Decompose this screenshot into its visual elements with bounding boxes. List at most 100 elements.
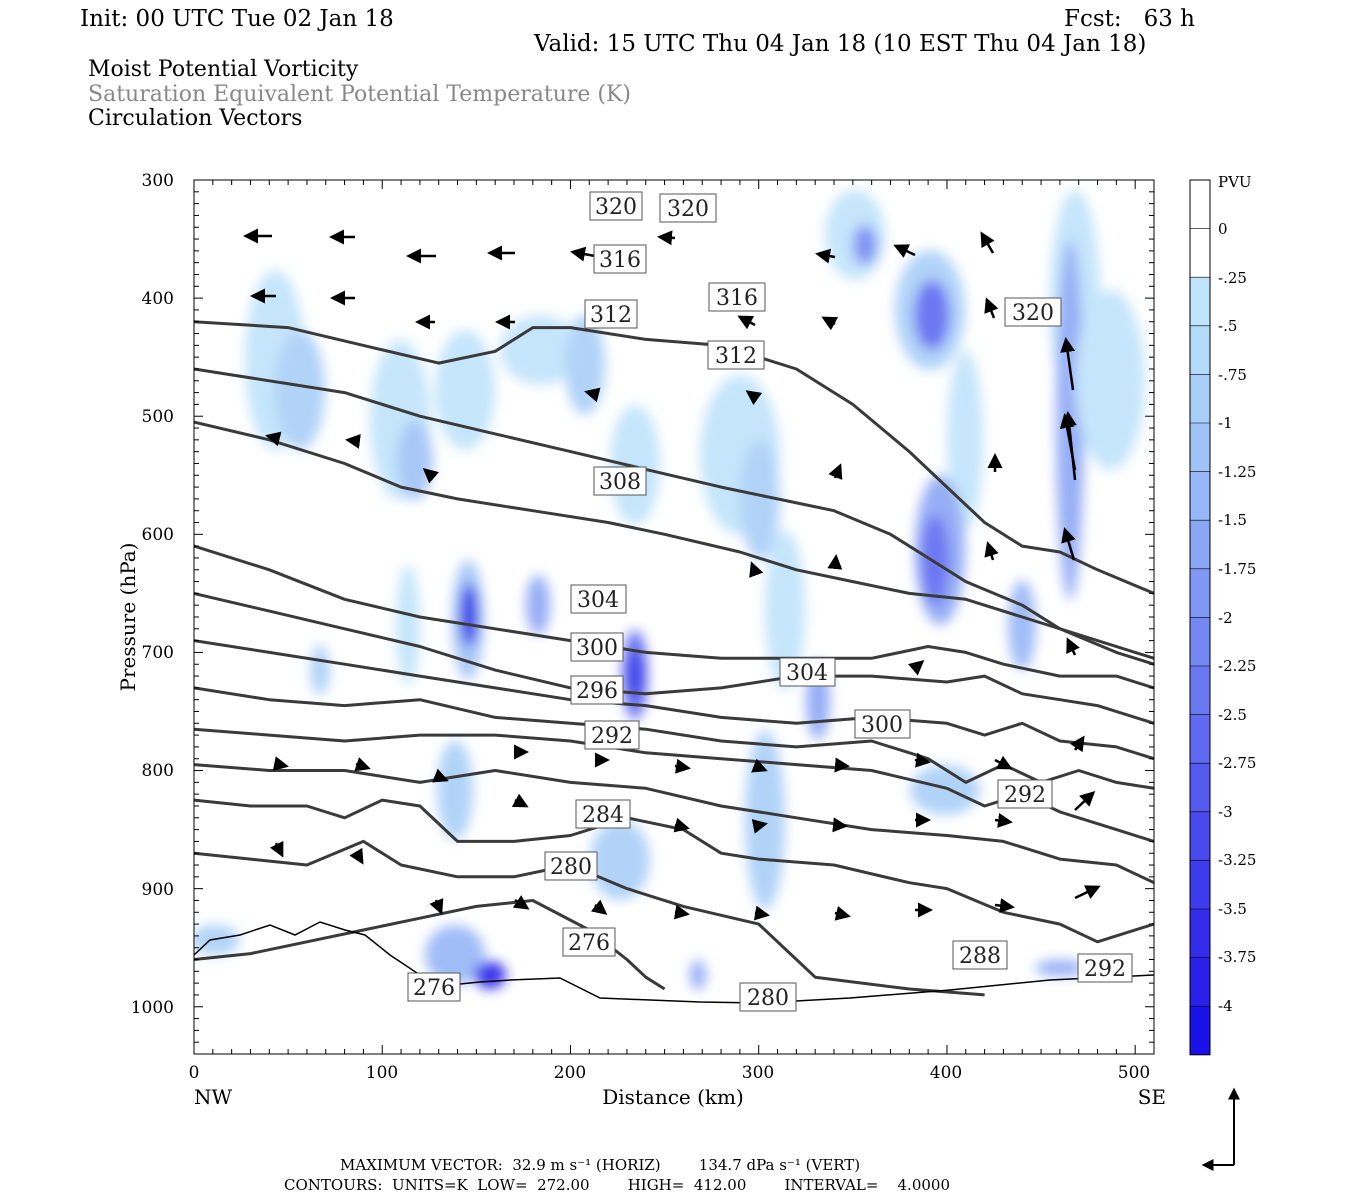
pv-blob bbox=[1075, 290, 1145, 470]
colorbar-label: -.5 bbox=[1218, 317, 1237, 335]
svg-text:276: 276 bbox=[568, 931, 610, 956]
contour-label-300b: 300 bbox=[854, 709, 911, 739]
colorbar-label: -4 bbox=[1218, 997, 1233, 1015]
svg-text:276: 276 bbox=[413, 976, 455, 1001]
title-vectors: Circulation Vectors bbox=[88, 106, 303, 131]
pv-blob bbox=[500, 315, 580, 385]
contour-label-312a: 312 bbox=[584, 299, 638, 329]
colorbar-label: -1.5 bbox=[1218, 511, 1247, 529]
svg-text:320: 320 bbox=[1012, 301, 1054, 326]
colorbar-swatch bbox=[1190, 520, 1210, 569]
vector-arrow bbox=[657, 230, 676, 246]
contour-label-320a: 320 bbox=[589, 191, 643, 221]
y-tick-label: 400 bbox=[142, 289, 174, 309]
vector-arrow bbox=[590, 899, 608, 915]
vector-arrow bbox=[994, 898, 1015, 914]
vector-arrow bbox=[584, 387, 601, 403]
contour-label-276b: 276 bbox=[407, 972, 461, 1002]
colorbar-swatch bbox=[1190, 1006, 1210, 1055]
svg-text:296: 296 bbox=[576, 679, 618, 704]
colorbar-swatch bbox=[1190, 811, 1210, 861]
colorbar-label: -3.5 bbox=[1218, 900, 1247, 918]
vector-arrow bbox=[832, 817, 848, 833]
colorbar-label: -2.5 bbox=[1218, 706, 1247, 724]
vector-arrow bbox=[821, 316, 839, 331]
vector-arrow bbox=[429, 898, 444, 915]
colorbar-label: -3.25 bbox=[1218, 851, 1256, 869]
y-tick-labels: 300 400 500 600 700 800 900 1000 bbox=[131, 171, 174, 1018]
contour-label-284: 284 bbox=[575, 799, 631, 829]
svg-text:312: 312 bbox=[715, 344, 757, 369]
pv-blob bbox=[474, 961, 506, 989]
y-tick-label: 500 bbox=[142, 407, 174, 427]
vector-arrow bbox=[1074, 885, 1101, 900]
vector-arrow bbox=[994, 812, 1013, 828]
svg-text:280: 280 bbox=[747, 986, 789, 1011]
contour-label-320c: 320 bbox=[1004, 297, 1062, 327]
init-time: Init: 00 UTC Tue 02 Jan 18 bbox=[80, 6, 394, 32]
vector-arrow bbox=[272, 756, 289, 772]
vector-arrow bbox=[737, 315, 756, 330]
colorbar-swatch bbox=[1190, 957, 1210, 1007]
vector-arrow bbox=[753, 905, 770, 921]
vector-arrow bbox=[994, 755, 1013, 770]
pv-blob bbox=[1008, 580, 1036, 670]
contour-label-292a: 292 bbox=[584, 720, 640, 750]
colorbar-label: -2.75 bbox=[1218, 754, 1256, 772]
x-tick-label: 0 bbox=[189, 1063, 200, 1083]
theta-es-contours bbox=[194, 320, 1154, 997]
svg-text:288: 288 bbox=[959, 944, 1001, 969]
vector-arrow bbox=[834, 905, 851, 921]
x-tick-label: 100 bbox=[366, 1063, 398, 1083]
colorbar-label: -2.25 bbox=[1218, 657, 1256, 675]
y-tick-label: 700 bbox=[142, 643, 174, 663]
contour-label-316a: 316 bbox=[593, 244, 647, 274]
colorbar-swatch bbox=[1190, 617, 1210, 666]
vector-arrow bbox=[914, 752, 931, 768]
contour-label-320b: 320 bbox=[659, 193, 717, 223]
vector-arrow bbox=[1061, 527, 1076, 561]
contour-label-276: 276 bbox=[562, 927, 616, 957]
forecast-hour: Fcst: 63 h bbox=[1064, 6, 1195, 32]
axis-ticks bbox=[193, 179, 1155, 1055]
colorbar-swatch bbox=[1190, 860, 1210, 909]
vector-arrow bbox=[511, 793, 529, 808]
x-axis-title: Distance (km) bbox=[602, 1085, 744, 1109]
contour-316 bbox=[194, 367, 1154, 666]
colorbar-swatch bbox=[1190, 714, 1210, 764]
pv-blob bbox=[425, 925, 485, 985]
x-tick-label: 300 bbox=[742, 1063, 774, 1083]
colorbar-swatch bbox=[1190, 325, 1210, 375]
title-theta-es: Saturation Equivalent Potential Temperat… bbox=[88, 82, 631, 107]
pv-blob bbox=[745, 730, 785, 910]
svg-text:304: 304 bbox=[786, 661, 828, 686]
x-tick-label: 500 bbox=[1118, 1063, 1150, 1083]
colorbar-swatch bbox=[1190, 374, 1210, 423]
colorbar-label: -1 bbox=[1218, 414, 1233, 432]
contour-288 bbox=[194, 763, 1154, 885]
colorbar-label: -3 bbox=[1218, 803, 1233, 821]
reference-vector bbox=[1201, 1087, 1240, 1171]
pv-blob bbox=[628, 650, 642, 700]
colorbar-label: -2 bbox=[1218, 609, 1233, 627]
colorbar-labels: 0 -.25 -.5 -.75 -1 -1.25 -1.5 -1.75 -2 -… bbox=[1218, 220, 1256, 1015]
contour-label-304a: 304 bbox=[570, 584, 627, 614]
vector-arrow bbox=[512, 895, 530, 910]
x-tick-labels: 0 100 200 300 400 500 bbox=[189, 1063, 1151, 1083]
svg-text:320: 320 bbox=[667, 197, 709, 222]
contour-304 bbox=[194, 591, 1154, 725]
vector-arrow bbox=[908, 660, 925, 676]
y-tick-label: 1000 bbox=[131, 998, 174, 1018]
max-vector-text: MAXIMUM VECTOR: 32.9 m s⁻¹ (HORIZ) 134.7… bbox=[340, 1156, 861, 1174]
pv-blob bbox=[690, 960, 706, 990]
vector-arrow bbox=[834, 757, 850, 773]
vector-arrow bbox=[570, 246, 596, 262]
pv-blob bbox=[460, 583, 478, 647]
pv-blob bbox=[740, 440, 780, 560]
contour-284 bbox=[194, 798, 1154, 944]
colorbar-swatch bbox=[1190, 568, 1210, 618]
colorbar-swatch bbox=[1190, 180, 1210, 229]
contour-label-296: 296 bbox=[570, 675, 624, 705]
pv-blob bbox=[275, 330, 325, 450]
vector-arrow bbox=[828, 463, 843, 480]
